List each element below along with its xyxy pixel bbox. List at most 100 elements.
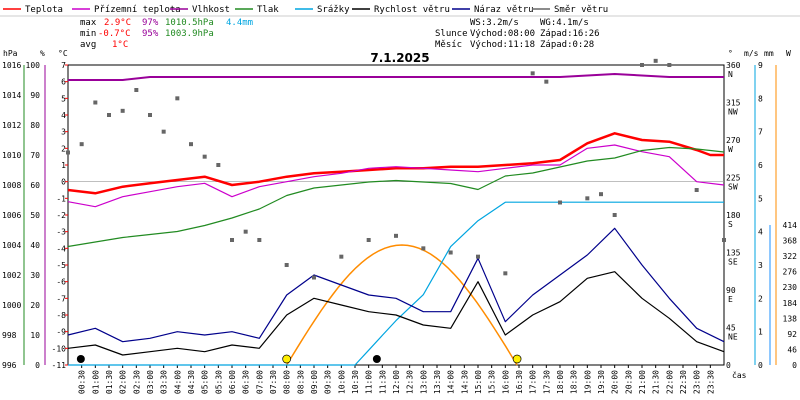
- solar-arc: [286, 244, 518, 366]
- wind-direction-point: [722, 238, 726, 242]
- hpa-tick-label: 1014: [2, 91, 21, 100]
- chart-title: 7.1.2025: [370, 51, 429, 65]
- pct-tick-label: 30: [30, 271, 40, 280]
- hpa-tick-label: 1016: [2, 61, 21, 70]
- x-tick-label: 12:00: [392, 370, 401, 394]
- hpa-tick-label: 1008: [2, 181, 21, 190]
- series-line: [67, 144, 725, 208]
- ms-tick-label: 9: [758, 61, 763, 70]
- wind-direction-point: [421, 246, 426, 251]
- x-tick-label: 23:30: [706, 370, 715, 394]
- series-line: [67, 227, 725, 343]
- dir-compass-label: NW: [728, 108, 738, 117]
- pct-tick-label: 40: [30, 241, 40, 250]
- x-tick-label: 01:00: [91, 370, 100, 394]
- wind-direction-point: [667, 63, 672, 67]
- temp-tick-label: -5: [56, 261, 66, 270]
- series-line: [67, 271, 725, 356]
- wind-direction-point: [134, 88, 139, 92]
- ms-tick-label: 4: [758, 228, 763, 237]
- x-tick-label: 01:30: [105, 370, 114, 394]
- stat-min-temp: -0.7°C: [98, 29, 131, 39]
- x-tick-label: 13:30: [433, 370, 442, 394]
- x-tick-label: 17:00: [529, 370, 538, 394]
- wind-direction-point: [148, 113, 152, 117]
- moonrise-marker: [372, 355, 381, 363]
- stats-block: max 2.9°C 97% 1010.5hPa 4.4mm min -0.7°C…: [80, 18, 253, 50]
- temp-tick-label: -2: [56, 211, 66, 220]
- mm-unit: mm: [764, 49, 774, 58]
- temp-tick-label: 0: [61, 178, 66, 187]
- stat-avg-label: avg: [80, 40, 96, 50]
- series-line: [68, 201, 724, 366]
- hpa-tick-label: 1010: [2, 151, 21, 160]
- ms-tick-label: 7: [758, 128, 763, 137]
- wind-direction-point: [530, 71, 535, 76]
- pct-unit: %: [40, 49, 45, 58]
- x-tick-label: 17:30: [542, 370, 551, 394]
- x-tick-label: 18:30: [570, 370, 579, 394]
- dir-compass-label: NE: [728, 333, 738, 342]
- hpa-tick-label: 1000: [2, 301, 21, 310]
- ms-tick-label: 1: [758, 328, 763, 337]
- x-tick-label: 22:30: [679, 370, 688, 394]
- sun-set: Západ:16:26: [540, 29, 600, 39]
- temp-unit: °C: [58, 49, 68, 58]
- temp-tick-label: 7: [61, 61, 66, 70]
- w-tick-label: 184: [783, 299, 798, 308]
- temp-tick-label: -9: [56, 328, 66, 337]
- wind-direction-point: [216, 163, 221, 167]
- temp-tick-label: -7: [56, 294, 66, 303]
- wind-direction-point: [107, 113, 111, 117]
- hpa-tick-label: 998: [2, 331, 17, 340]
- wind-direction-point: [257, 238, 262, 242]
- wind-direction-point: [93, 100, 98, 105]
- wind-direction-point: [394, 233, 398, 238]
- wind-direction-point: [161, 129, 166, 134]
- x-tick-label: 10:30: [351, 370, 360, 394]
- pct-tick-label: 70: [30, 151, 40, 160]
- stat-min-label: min: [80, 29, 96, 39]
- sunset-marker: [512, 354, 522, 364]
- x-tick-label: 13:00: [419, 370, 428, 394]
- x-tick-label: 07:30: [269, 370, 278, 394]
- temp-tick-label: 2: [61, 144, 66, 153]
- wind-direction-point: [339, 254, 344, 259]
- plot-area: [66, 58, 726, 366]
- wind-speed-info: WS:3.2m/s: [470, 18, 519, 28]
- wind-direction-point: [503, 271, 508, 276]
- temp-tick-label: -1: [56, 194, 66, 203]
- stat-avg-temp: 1°C: [112, 40, 128, 50]
- x-tick-label: 02:30: [132, 370, 141, 394]
- w-tick-label: 138: [783, 314, 798, 323]
- temp-tick-label: -6: [56, 278, 66, 287]
- pct-tick-label: 0: [35, 361, 40, 370]
- wind-direction-point: [120, 108, 125, 113]
- temp-tick-label: -10: [52, 344, 67, 353]
- hpa-tick-label: 996: [2, 361, 17, 370]
- dir-compass-label: N: [728, 70, 733, 79]
- series-line: [68, 73, 724, 81]
- dir-unit: °: [728, 49, 733, 58]
- dir-tick-label: 315: [726, 99, 741, 108]
- legend-item-label: Vlhkost: [192, 5, 230, 15]
- hpa-tick-label: 1004: [2, 241, 21, 250]
- dir-tick-label: 90: [726, 286, 736, 295]
- x-tick-label: 20:00: [611, 370, 620, 394]
- sun-moon-block: WS:3.2m/s WG:4.1m/s Slunce Východ:08:00 …: [435, 18, 600, 50]
- x-tick-label: 12:30: [406, 370, 415, 394]
- w-tick-label: 414: [783, 221, 798, 230]
- x-tick-label: 09:00: [310, 370, 319, 394]
- x-tick-label: 11:00: [365, 370, 374, 394]
- moon-set: Západ:0:28: [540, 40, 594, 50]
- stat-max-press: 1010.5hPa: [165, 18, 214, 28]
- hpa-tick-label: 1002: [2, 271, 21, 280]
- ms-tick-label: 8: [758, 94, 763, 103]
- temp-tick-label: -3: [56, 228, 66, 237]
- x-tick-label: 15:00: [474, 370, 483, 394]
- x-tick-label: 15:30: [488, 370, 497, 394]
- ms-tick-label: 3: [758, 261, 763, 270]
- temp-tick-label: -8: [56, 311, 66, 320]
- w-tick-label: 92: [787, 330, 797, 339]
